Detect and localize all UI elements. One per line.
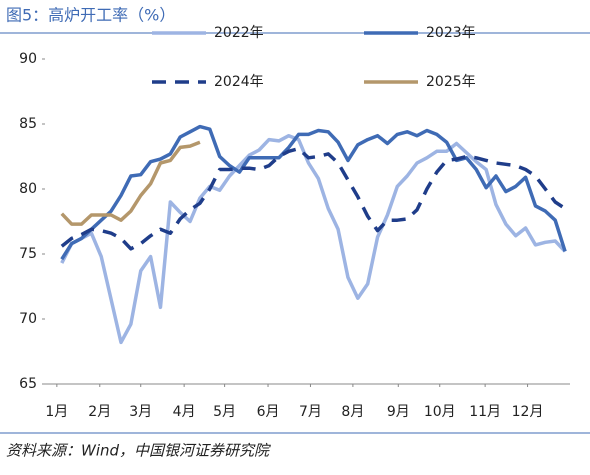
x-tick-label: 10月 [424,404,456,420]
series-line [60,146,567,251]
y-tick-label: 65 [19,376,37,392]
y-tick-label: 85 [19,116,37,132]
x-tick-label: 2月 [88,404,111,420]
y-tick-label: 80 [19,181,37,197]
x-tick-label: 9月 [387,404,410,420]
chart-title: 图5：高炉开工率（%） [6,6,175,25]
x-tick-label: 6月 [257,404,280,420]
x-tick-label: 3月 [129,404,152,420]
x-tick-label: 4月 [173,404,196,420]
x-tick-label: 11月 [469,404,501,420]
x-tick-label: 5月 [213,404,236,420]
series-line [60,124,567,261]
y-tick-label: 90 [19,51,37,67]
legend-label: 2023年 [426,25,476,41]
legend-label: 2022年 [214,25,264,41]
legend-label: 2024年 [214,74,264,90]
x-tick-label: 8月 [341,404,364,420]
x-tick-label: 12月 [512,404,544,420]
series-line [60,140,201,226]
x-tick-label: 1月 [45,404,68,420]
y-tick-label: 70 [19,311,37,327]
y-tick-label: 75 [19,246,37,262]
source: 资料来源：Wind，中国银河证券研究院 [6,442,271,460]
x-tick-label: 7月 [299,404,322,420]
series-line [60,133,567,345]
legend-label: 2025年 [426,74,476,90]
